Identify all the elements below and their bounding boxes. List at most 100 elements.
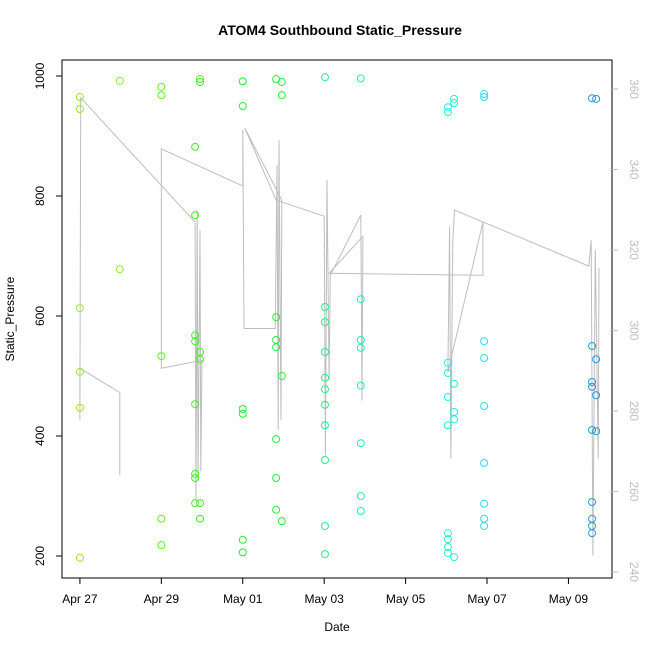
point bbox=[320, 347, 329, 356]
point bbox=[238, 409, 247, 418]
point bbox=[272, 313, 281, 322]
point bbox=[320, 550, 329, 559]
point bbox=[157, 514, 166, 523]
point bbox=[443, 108, 452, 117]
point bbox=[75, 553, 84, 562]
point bbox=[356, 491, 365, 500]
y-tick-label: 200 bbox=[33, 546, 47, 566]
point bbox=[191, 469, 200, 478]
point bbox=[320, 373, 329, 382]
y-tick-label: 1000 bbox=[33, 62, 47, 89]
point bbox=[320, 400, 329, 409]
point bbox=[115, 265, 124, 274]
point bbox=[320, 421, 329, 430]
point bbox=[480, 353, 489, 362]
point bbox=[191, 473, 200, 482]
x-tick-label: Apr 29 bbox=[144, 592, 180, 606]
point bbox=[592, 94, 601, 103]
y2-tick-label: 240 bbox=[627, 562, 641, 582]
point bbox=[588, 529, 597, 538]
point bbox=[157, 541, 166, 550]
point bbox=[277, 371, 286, 380]
point bbox=[277, 517, 286, 526]
point bbox=[272, 343, 281, 352]
point bbox=[443, 358, 452, 367]
point bbox=[356, 381, 365, 390]
point bbox=[272, 505, 281, 514]
point bbox=[480, 514, 489, 523]
x-tick-label: May 01 bbox=[223, 592, 263, 606]
point bbox=[443, 548, 452, 557]
y2-tick-label: 300 bbox=[627, 320, 641, 340]
x-tick-label: May 09 bbox=[549, 592, 589, 606]
point bbox=[480, 401, 489, 410]
x-tick-label: May 03 bbox=[304, 592, 344, 606]
point bbox=[191, 400, 200, 409]
x-tick-label: May 05 bbox=[386, 592, 426, 606]
point bbox=[191, 331, 200, 340]
point bbox=[443, 421, 452, 430]
point bbox=[592, 427, 601, 436]
point bbox=[75, 367, 84, 376]
point bbox=[443, 535, 452, 544]
point bbox=[157, 352, 166, 361]
point bbox=[75, 93, 84, 102]
point bbox=[272, 434, 281, 443]
x-tick-label: May 07 bbox=[467, 592, 507, 606]
y2-tick-label: 280 bbox=[627, 401, 641, 421]
y-axis-label: Static_Pressure bbox=[3, 276, 17, 361]
point bbox=[450, 415, 459, 424]
point bbox=[450, 553, 459, 562]
point bbox=[238, 77, 247, 86]
x-tick-label: Apr 27 bbox=[62, 592, 98, 606]
point bbox=[238, 548, 247, 557]
y2-tick-label: 320 bbox=[627, 240, 641, 260]
y2-tick-label: 260 bbox=[627, 481, 641, 501]
point bbox=[238, 102, 247, 111]
point bbox=[277, 78, 286, 87]
point bbox=[480, 337, 489, 346]
point bbox=[480, 499, 489, 508]
point bbox=[450, 379, 459, 388]
point bbox=[320, 455, 329, 464]
point bbox=[75, 304, 84, 313]
plot-frame bbox=[61, 59, 613, 579]
point bbox=[277, 91, 286, 100]
point bbox=[480, 93, 489, 102]
point bbox=[450, 99, 459, 108]
point bbox=[588, 514, 597, 523]
point bbox=[157, 82, 166, 91]
point bbox=[196, 355, 205, 364]
point bbox=[356, 439, 365, 448]
point bbox=[356, 343, 365, 352]
point bbox=[588, 94, 597, 103]
point bbox=[191, 337, 200, 346]
y2-tick-label: 360 bbox=[627, 79, 641, 99]
point bbox=[75, 403, 84, 412]
point bbox=[157, 91, 166, 100]
point bbox=[443, 542, 452, 551]
point bbox=[191, 142, 200, 151]
point bbox=[480, 458, 489, 467]
point bbox=[443, 392, 452, 401]
point bbox=[592, 355, 601, 364]
y-tick-label: 600 bbox=[33, 306, 47, 326]
point bbox=[356, 295, 365, 304]
point bbox=[238, 535, 247, 544]
point bbox=[588, 425, 597, 434]
point bbox=[592, 391, 601, 400]
point bbox=[238, 404, 247, 413]
point bbox=[480, 90, 489, 99]
point bbox=[443, 368, 452, 377]
y-tick-label: 400 bbox=[33, 426, 47, 446]
point bbox=[588, 497, 597, 506]
point bbox=[588, 521, 597, 530]
point bbox=[588, 341, 597, 350]
point bbox=[356, 506, 365, 515]
point bbox=[320, 303, 329, 312]
point bbox=[75, 105, 84, 114]
point bbox=[196, 78, 205, 87]
point bbox=[356, 335, 365, 344]
point bbox=[588, 382, 597, 391]
